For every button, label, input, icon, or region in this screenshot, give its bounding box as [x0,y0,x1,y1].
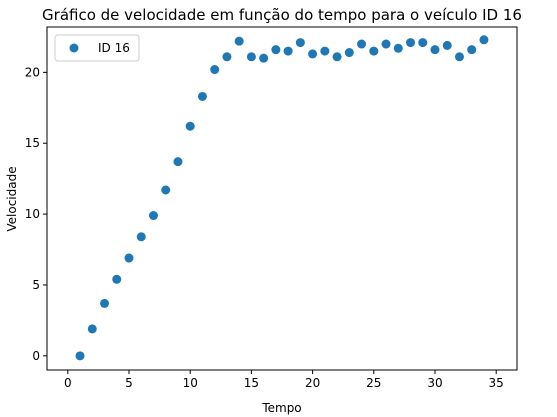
data-point [210,65,219,74]
x-tick-label: 30 [427,376,442,390]
data-point [455,52,464,61]
legend-marker [70,44,79,53]
y-axis-label: Velocidade [5,166,19,231]
data-point [76,351,85,360]
y-tick-label: 10 [25,207,40,221]
data-point [259,54,268,63]
data-point [125,254,134,263]
data-point [247,52,256,61]
data-point [345,48,354,57]
x-tick-label: 10 [183,376,198,390]
data-point [198,92,207,101]
x-tick-label: 15 [244,376,259,390]
data-point [173,157,182,166]
data-point [394,44,403,53]
data-point [369,47,378,56]
data-point [137,232,146,241]
data-point [467,45,476,54]
data-point [88,324,97,333]
legend: ID 16 [55,35,139,61]
data-point [112,275,121,284]
data-point [149,211,158,220]
y-tick-label: 0 [32,349,40,363]
data-point [296,38,305,47]
data-point [479,35,488,44]
data-point [100,299,109,308]
x-tick-label: 0 [64,376,72,390]
data-point [235,37,244,46]
data-point [430,45,439,54]
data-point [418,38,427,47]
y-tick-label: 5 [32,278,40,292]
legend-label: ID 16 [98,41,130,55]
data-point [222,52,231,61]
data-point [271,45,280,54]
data-point [284,47,293,56]
x-axis-label: Tempo [261,401,301,415]
x-axis-ticks: 0 5 10 15 20 25 30 35 [64,370,504,390]
data-point [406,38,415,47]
x-tick-label: 25 [366,376,381,390]
plot-area-frame [47,27,517,370]
data-point [308,49,317,58]
y-axis-ticks: 0 5 10 15 20 [25,65,47,362]
x-tick-label: 35 [489,376,504,390]
data-point [357,40,366,49]
data-point [333,52,342,61]
x-tick-label: 5 [125,376,133,390]
data-point [382,40,391,49]
data-point [443,41,452,50]
data-point [320,47,329,56]
y-tick-label: 20 [25,65,40,79]
data-point [186,122,195,131]
data-points [76,35,489,360]
data-point [161,185,170,194]
chart-title: Gráfico de velocidade em função do tempo… [42,6,522,24]
y-tick-label: 15 [25,136,40,150]
x-tick-label: 20 [305,376,320,390]
